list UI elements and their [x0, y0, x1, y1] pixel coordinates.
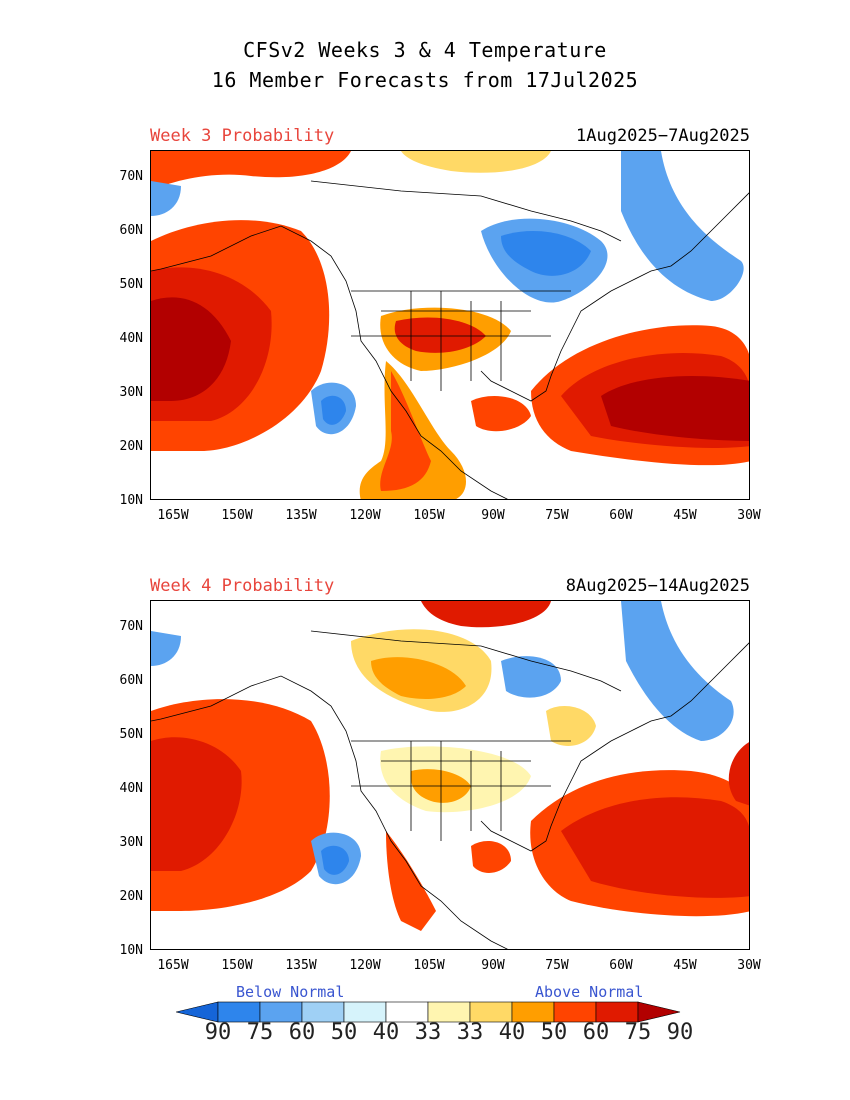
- lat-tick-label: 20N: [119, 889, 143, 904]
- legend-above-label: Above Normal: [535, 983, 644, 1001]
- legend-value: 33: [414, 1020, 442, 1045]
- lat-tick-label: 30N: [119, 385, 143, 400]
- legend-value: 50: [330, 1020, 358, 1045]
- lon-tick-label: 90W: [481, 958, 505, 973]
- lon-tick-label: 90W: [481, 508, 505, 523]
- week3-dates: 1Aug2025−7Aug2025: [576, 126, 750, 146]
- lon-tick-label: 75W: [545, 508, 569, 523]
- lon-tick-label: 60W: [609, 508, 633, 523]
- legend-value: 75: [624, 1020, 652, 1045]
- week4-dates: 8Aug2025−14Aug2025: [565, 576, 750, 596]
- lat-tick-label: 20N: [119, 439, 143, 454]
- week3-label: Week 3 Probability: [150, 126, 335, 146]
- lat-tick-label: 50N: [119, 277, 143, 292]
- lon-tick-label: 150W: [221, 508, 253, 523]
- week4-label: Week 4 Probability: [150, 576, 335, 596]
- lat-tick-label: 10N: [119, 493, 143, 508]
- lon-tick-label: 75W: [545, 958, 569, 973]
- lat-tick-label: 60N: [119, 223, 143, 238]
- lon-tick-label: 120W: [349, 958, 381, 973]
- legend-value: 60: [582, 1020, 610, 1045]
- legend-colorbar: [176, 1001, 681, 1023]
- lon-tick-label: 135W: [285, 958, 317, 973]
- legend-swatch: [301, 1001, 345, 1023]
- legend-value: 90: [204, 1020, 232, 1045]
- lat-tick-label: 10N: [119, 943, 143, 958]
- legend-swatch: [511, 1001, 555, 1023]
- week4-coastlines: [151, 630, 749, 949]
- lon-tick-label: 120W: [349, 508, 381, 523]
- lat-tick-label: 40N: [119, 331, 143, 346]
- legend-value: 40: [498, 1020, 526, 1045]
- lon-tick-label: 165W: [157, 958, 189, 973]
- legend-arrow-right: [637, 1001, 681, 1023]
- legend-swatch: [553, 1001, 597, 1023]
- week3-shading: [151, 151, 749, 499]
- chart-title-line2: 16 Member Forecasts from 17Jul2025: [211, 68, 639, 92]
- lon-tick-label: 150W: [221, 958, 253, 973]
- lon-tick-label: 30W: [737, 958, 761, 973]
- legend-value: 40: [372, 1020, 400, 1045]
- lon-tick-label: 165W: [157, 508, 189, 523]
- legend-value: 33: [456, 1020, 484, 1045]
- legend-swatch: [469, 1001, 513, 1023]
- lon-tick-label: 135W: [285, 508, 317, 523]
- week3-map: [150, 150, 750, 500]
- lon-tick-label: 45W: [673, 508, 697, 523]
- legend-value: 60: [288, 1020, 316, 1045]
- lat-tick-label: 50N: [119, 727, 143, 742]
- legend-swatch: [427, 1001, 471, 1023]
- lat-tick-label: 70N: [119, 169, 143, 184]
- lon-tick-label: 45W: [673, 958, 697, 973]
- week3-coastlines: [151, 180, 749, 499]
- lat-tick-label: 70N: [119, 619, 143, 634]
- lat-tick-label: 30N: [119, 835, 143, 850]
- lat-tick-label: 60N: [119, 673, 143, 688]
- legend-swatch: [595, 1001, 639, 1023]
- legend-arrow-left: [176, 1001, 219, 1023]
- week4-map: [150, 600, 750, 950]
- lat-tick-label: 40N: [119, 781, 143, 796]
- lon-tick-label: 60W: [609, 958, 633, 973]
- lon-tick-label: 105W: [413, 508, 445, 523]
- legend-swatch: [217, 1001, 261, 1023]
- legend-value: 75: [246, 1020, 274, 1045]
- week4-shading: [151, 601, 749, 931]
- legend-value: 90: [666, 1020, 694, 1045]
- lon-tick-label: 105W: [413, 958, 445, 973]
- legend-swatch: [259, 1001, 303, 1023]
- legend-value: 50: [540, 1020, 568, 1045]
- legend-swatch: [343, 1001, 387, 1023]
- lon-tick-label: 30W: [737, 508, 761, 523]
- legend-swatch: [385, 1001, 429, 1023]
- legend-below-label: Below Normal: [236, 983, 345, 1001]
- chart-title-line1: CFSv2 Weeks 3 & 4 Temperature: [243, 38, 607, 62]
